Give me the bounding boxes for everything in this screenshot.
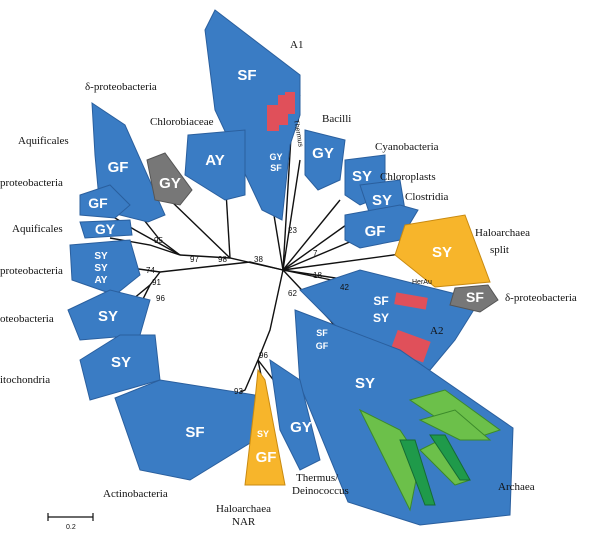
clade-label-arch-gf: GF [316,341,329,351]
bootstrap-93: 93 [234,387,243,396]
taxon-haloarchaea-nar-2: NAR [232,516,256,528]
clade-aquif-gf-polygon [79,184,131,219]
clade-a1-polygon [204,9,301,221]
clade-mito-sy-polygon [79,334,161,401]
taxon-aquificales-mid: Aquificales [12,223,63,235]
taxon-cyanobacteria: Cyanobacteria [375,141,439,153]
clade-label-a2-sy: SY [373,311,389,325]
clade-label-a2-sf: SF [373,294,388,308]
clade-label-delta-gf: GF [108,159,129,176]
bootstrap-74: 74 [146,266,155,275]
clade-oteo-sy-polygon [67,289,151,341]
taxon-aquificales-top: Aquificales [18,135,69,147]
clade-label-mito-sy: SY [111,354,131,371]
clade-gray-gy-polygon [146,152,193,206]
clade-label-a1-sf: SF [237,67,256,84]
clade-chlorob-ay-polygon [184,129,246,201]
scale-bar: 0.2 [47,513,94,531]
a1-red-marker-1 [267,105,279,131]
taxon-oteobacteria: oteobacteria [0,313,54,325]
taxon-delta-top: δ-proteobacteria [85,81,157,93]
bootstrap-96a: 96 [156,294,165,303]
bootstrap-7: 7 [313,249,318,258]
clade-bacilli-gy-polygon [304,129,346,191]
clade-label-a1-sf2: SF [270,163,282,173]
clade-label-halo-sy: SY [432,244,452,261]
clade-label-prot-ay: AY [95,275,108,286]
clade-thermus-gy-polygon [269,358,321,471]
clade-label-cyano-sy: SY [352,168,372,185]
clade-label-clostr-gf: GF [365,223,386,240]
taxon-haloarchaea-split-1: Haloarchaea [475,227,530,239]
a1-red-marker-2 [278,95,288,125]
taxon-chlorobiaceae: Chlorobiaceae [150,116,214,128]
taxon-clostridia: Clostridia [405,191,449,203]
bootstrap-42: 42 [340,283,349,292]
taxon-haloarchaea-split-2: split [490,244,509,256]
archaea-green-wedge-3 [418,409,492,441]
clade-label-prot-sy: SY [94,251,108,262]
taxon-thermus-2: Deinococcus [292,485,349,497]
clade-prot-sysyay-polygon [69,239,141,296]
bootstrap-23: 23 [288,226,297,235]
bootstrap-96b: 96 [259,351,268,360]
clade-aquif-gy-polygon [79,219,133,239]
clade-label-oteo-sy: SY [98,308,118,325]
taxon-archaea: Archaea [498,481,535,493]
bootstrap-97: 97 [190,255,199,264]
scale-bar-label: 0.2 [66,524,76,531]
taxon-thermus-small: Thermus [292,119,304,148]
taxon-itochondria: itochondria [0,374,50,386]
taxon-heraau: HerAu [412,279,432,286]
clade-label-thermus-gy: GY [290,419,312,436]
taxon-actinobacteria: Actinobacteria [103,488,168,500]
taxon-bacilli: Bacilli [322,113,351,125]
taxon-haloarchaea-nar-1: Haloarchaea [216,503,271,515]
archaea-dgreen-wedge-2 [429,434,471,481]
clade-label-aquif-gy: GY [95,221,116,237]
a2-red-marker-2 [390,329,431,363]
clade-label-gray-sf: SF [466,289,484,305]
clade-label-chloro-sy: SY [372,192,392,209]
archaea-dgreen-wedge-1 [399,439,436,506]
bootstrap-18: 18 [313,271,322,280]
bootstrap-95: 95 [154,236,163,245]
clade-label-aquif-gf: GF [88,195,108,211]
clade-label-chlorob-ay: AY [205,152,224,169]
a2-red-marker-1 [394,292,428,310]
clade-label-nar-gf: GF [256,449,277,466]
clade-halo-split-polygon [394,214,491,288]
clade-halo-nar-polygon [244,368,286,486]
bootstrap-62: 62 [288,289,297,298]
taxon-chloroplasts: Chloroplasts [380,171,436,183]
bootstrap-98: 98 [218,255,227,264]
taxon-delta-right: δ-proteobacteria [505,292,577,304]
taxon-proteobacteria-1: proteobacteria [0,177,63,189]
clade-label-a1-gy: GY [269,152,282,162]
clade-label-actino-sf: SF [185,424,204,441]
taxon-proteobacteria-2: proteobacteria [0,265,63,277]
taxon-a2: A2 [430,325,443,337]
clade-label-gray-gy: GY [159,175,181,192]
taxon-a1: A1 [290,39,303,51]
bootstrap-38: 38 [254,255,263,264]
clade-label-arch-sf: SF [316,328,328,338]
a1-red-marker-3 [285,92,295,114]
clade-label-arch-sy: SY [355,375,375,392]
taxon-thermus-1: Thermus/ [296,472,339,484]
bootstrap-91: 91 [152,278,161,287]
clade-label-nar-sy: SY [257,429,269,439]
clade-gray-sf-polygon [449,284,499,313]
clade-label-prot-sy2: SY [94,263,108,274]
clade-label-bacilli-gy: GY [312,145,334,162]
